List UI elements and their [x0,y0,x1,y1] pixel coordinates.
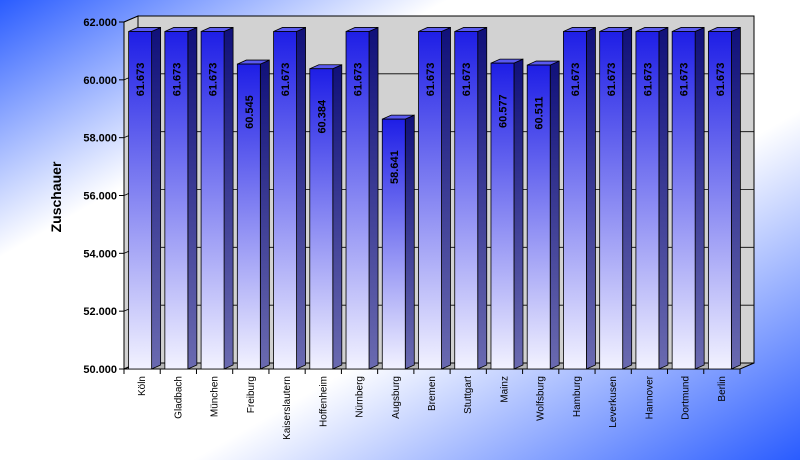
data-label: 61.673 [280,63,292,97]
bar-front [454,31,479,370]
bar [345,26,379,370]
x-tick-label: Hamburg [572,376,583,417]
bar [563,26,596,370]
bar-side [658,26,669,370]
bar-side [332,64,343,370]
bar-front [563,31,587,370]
data-label: 60.511 [534,97,546,130]
data-label: 60.545 [244,95,256,129]
data-label: 61.673 [425,63,437,97]
bar-front [128,31,153,370]
x-tick-label: Kaiserslautern [282,376,293,440]
bar-side [187,26,198,370]
y-axis-title: Zuschauer [48,161,64,232]
data-label: 60.577 [497,94,509,128]
data-label: 61.673 [679,63,691,97]
bar-front [236,63,261,370]
bar-front [635,31,660,370]
x-tick-label: Augsburg [391,376,402,419]
x-tick-label: Köln [137,376,148,396]
bar [309,64,343,370]
x-tick-label: Dortmund [681,376,692,420]
bar-side [259,59,270,370]
bar-side [622,26,633,370]
y-tick-label: 50.000 [83,364,117,376]
x-tick-label: Wolfsburg [536,376,547,421]
bar [128,26,162,370]
data-label: 61.673 [208,63,220,97]
data-label: 61.673 [606,63,618,97]
gridline [123,15,754,23]
bar-front [671,31,696,370]
bar-side [441,26,451,370]
bar [273,26,306,370]
bar [236,59,270,370]
bar [200,26,234,370]
bar [526,60,560,370]
x-tick-label: Leverkusen [608,376,619,428]
bar-front [200,31,225,370]
bar-front [164,31,189,370]
data-label: 61.673 [461,63,473,97]
y-tick-label: 56.000 [83,191,117,203]
y-tick-label: 60.000 [83,75,117,87]
data-label: 61.673 [171,63,183,97]
x-tick-label: Mainz [499,376,510,403]
bar [707,26,741,370]
bar-side [151,26,162,370]
bar [381,114,415,370]
data-label: 60.384 [316,99,328,134]
data-label: 61.673 [135,63,147,97]
data-label: 61.673 [353,63,365,97]
bar-side [404,114,415,370]
y-tick-label: 54.000 [83,248,117,260]
x-tick-label: Stuttgart [463,376,474,414]
bar-side [368,26,379,370]
bar [418,26,451,370]
x-tick-label: Bremen [427,376,438,411]
bar [164,26,198,370]
bar-side [513,58,524,370]
bar-front [418,31,442,370]
bar-front [273,31,297,370]
x-tick-label: München [210,376,221,417]
bar [671,26,705,370]
bar-front [345,31,370,370]
bar-front [707,31,732,370]
x-tick-label: Hannover [644,375,655,419]
bar-side [730,26,741,370]
bar-front [309,68,334,370]
data-label: 61.673 [715,63,727,97]
x-tick-label: Berlin [717,376,728,402]
y-tick-label: 62.000 [83,17,117,29]
bar-front [381,118,406,370]
data-label: 58.641 [389,150,401,184]
y-tick-label: 52.000 [83,306,117,318]
bar-side [477,26,488,370]
x-tick-label: Freiburg [246,376,257,413]
bar-front [599,31,624,370]
bar-side [586,26,596,370]
x-tick-label: Nürnberg [355,376,366,418]
bar-side [296,26,306,370]
bar-front [490,62,515,370]
bar-side [223,26,234,370]
bar [635,26,669,370]
data-label: 61.673 [642,63,654,97]
bar [490,58,524,370]
data-label: 61.673 [570,63,582,97]
x-tick-label: Hoffenheim [318,376,329,427]
y-tick-label: 58.000 [83,133,117,145]
bar [599,26,633,370]
bar [454,26,488,370]
bar-side [694,26,705,370]
bar-side [549,60,560,370]
x-tick-label: Gladbach [173,376,184,419]
bar-front [526,64,551,370]
